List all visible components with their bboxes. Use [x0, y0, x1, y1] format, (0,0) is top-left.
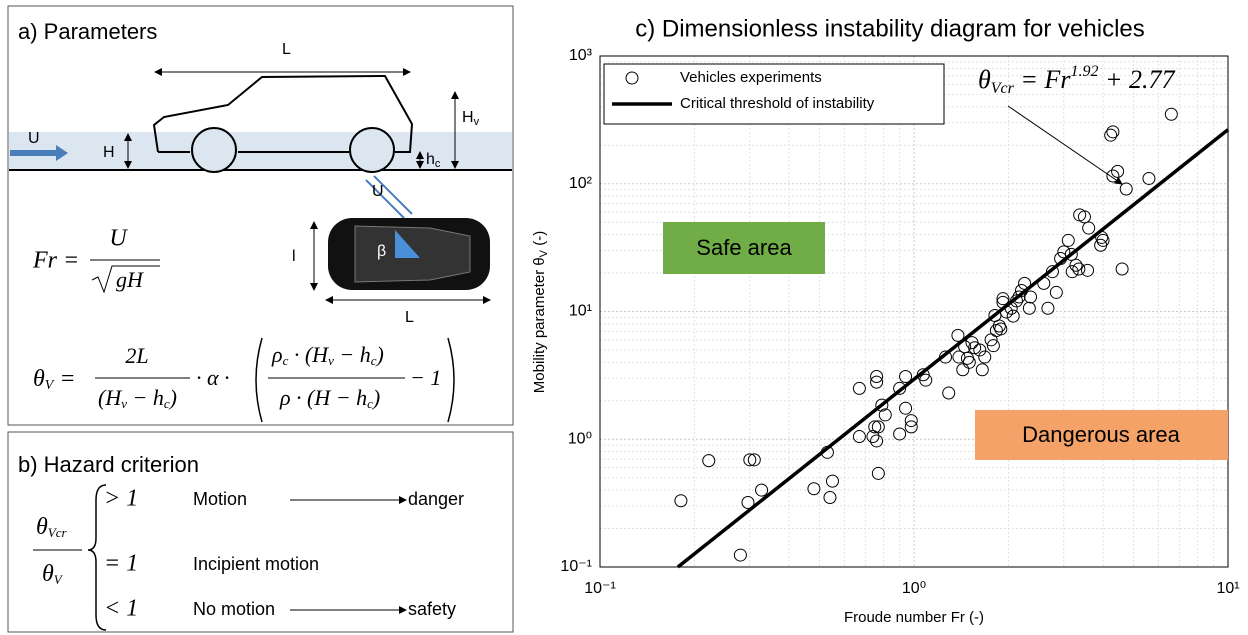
formula-part: = — [59, 366, 75, 392]
label-part: H — [462, 109, 474, 126]
label: β — [377, 243, 386, 260]
formula: ρ · (H − hc) — [279, 385, 380, 411]
formula-part: V — [54, 572, 64, 587]
wheel — [192, 128, 236, 172]
formula-part: · (H — [288, 342, 329, 367]
formula-part: Vcr — [48, 525, 68, 540]
formula-part: ρ · (H − h — [279, 385, 367, 410]
danger-region-label: Dangerous area — [1022, 422, 1181, 447]
label: L — [405, 309, 414, 326]
paren — [448, 338, 454, 422]
figure: a) Parameters L U H Hv hc U β l L Fr = U… — [0, 0, 1248, 635]
annotation-part: = Fr — [1014, 65, 1071, 94]
panel-frame — [8, 6, 513, 425]
row-result: safety — [408, 599, 456, 619]
label-part: c — [435, 158, 441, 170]
chart-title: c) Dimensionless instability diagram for… — [635, 15, 1145, 42]
row-label: Motion — [193, 489, 247, 509]
formula: U — [109, 226, 128, 252]
y-tick-label: 10⁻¹ — [560, 558, 592, 575]
annotation-part: 1.92 — [1070, 63, 1098, 80]
label: U — [372, 183, 384, 200]
chart: c) Dimensionless instability diagram for… — [531, 15, 1240, 626]
condition: > 1 — [104, 486, 138, 512]
label-part: Mobility parameter θ — [531, 257, 548, 393]
panel-title: b) Hazard criterion — [18, 452, 199, 477]
formula-part: θ — [42, 561, 54, 587]
formula: gH — [116, 267, 144, 292]
legend-label: Critical threshold of instability — [680, 95, 875, 112]
formula-part: ) — [374, 342, 383, 367]
x-tick-label: 10⁰ — [902, 580, 926, 597]
formula: Fr = — [32, 248, 79, 274]
formula-part: (H — [98, 385, 122, 410]
formula: − 1 — [410, 365, 441, 390]
formula: (Hv − hc) — [98, 385, 177, 411]
label: l — [292, 248, 296, 265]
formula-part: θ — [36, 514, 48, 540]
condition: < 1 — [104, 596, 138, 622]
y-tick-label: 10¹ — [569, 303, 592, 320]
formula-part: − h — [127, 385, 164, 410]
formula-part: θ — [33, 366, 45, 392]
formula-part: ) — [371, 385, 380, 410]
annotation-part: Vcr — [991, 80, 1015, 97]
formula-part: ) — [168, 385, 177, 410]
y-tick-label: 10² — [569, 175, 593, 192]
label: L — [282, 41, 291, 58]
row-label: Incipient motion — [193, 554, 319, 574]
label-part: h — [426, 151, 435, 168]
formula: θV = — [33, 366, 76, 394]
wheel — [350, 128, 394, 172]
formula: ρc · (Hv − hc) — [271, 342, 384, 368]
formula: 2L — [125, 343, 148, 368]
formula: θV — [42, 561, 64, 587]
y-axis-label: Mobility parameter θV (-) — [531, 231, 550, 393]
label: Hv — [462, 109, 480, 128]
panel-a: a) Parameters L U H Hv hc U β l L Fr = U… — [8, 6, 513, 425]
condition: = 1 — [104, 551, 138, 577]
hazard-rows: > 1 Motion danger = 1 Incipient motion < 1 No … — [104, 486, 464, 622]
formula: · α · — [196, 365, 230, 390]
y-tick-label: 10⁰ — [568, 430, 592, 447]
x-tick-label: 10¹ — [1216, 580, 1239, 597]
formula-part: V — [45, 378, 55, 393]
annotation-part: θ — [978, 65, 991, 94]
formula: θVcr — [36, 514, 68, 540]
row-label: No motion — [193, 599, 275, 619]
x-tick-label: 10⁻¹ — [584, 580, 616, 597]
formula-part: ρ — [271, 342, 283, 367]
x-axis-label: Froude number Fr (-) — [844, 609, 984, 626]
annotation-part: + 2.77 — [1098, 65, 1175, 94]
legend-label: Vehicles experiments — [680, 69, 822, 86]
label: H — [103, 144, 115, 161]
row-result: danger — [408, 489, 464, 509]
formula-part: − h — [334, 342, 371, 367]
paren — [256, 338, 262, 422]
panel-title: a) Parameters — [18, 19, 157, 44]
label-part: v — [474, 116, 480, 128]
safe-region-label: Safe area — [696, 235, 792, 260]
label-part: (-) — [531, 231, 548, 250]
label: U — [28, 130, 40, 147]
y-tick-label: 10³ — [569, 47, 593, 64]
